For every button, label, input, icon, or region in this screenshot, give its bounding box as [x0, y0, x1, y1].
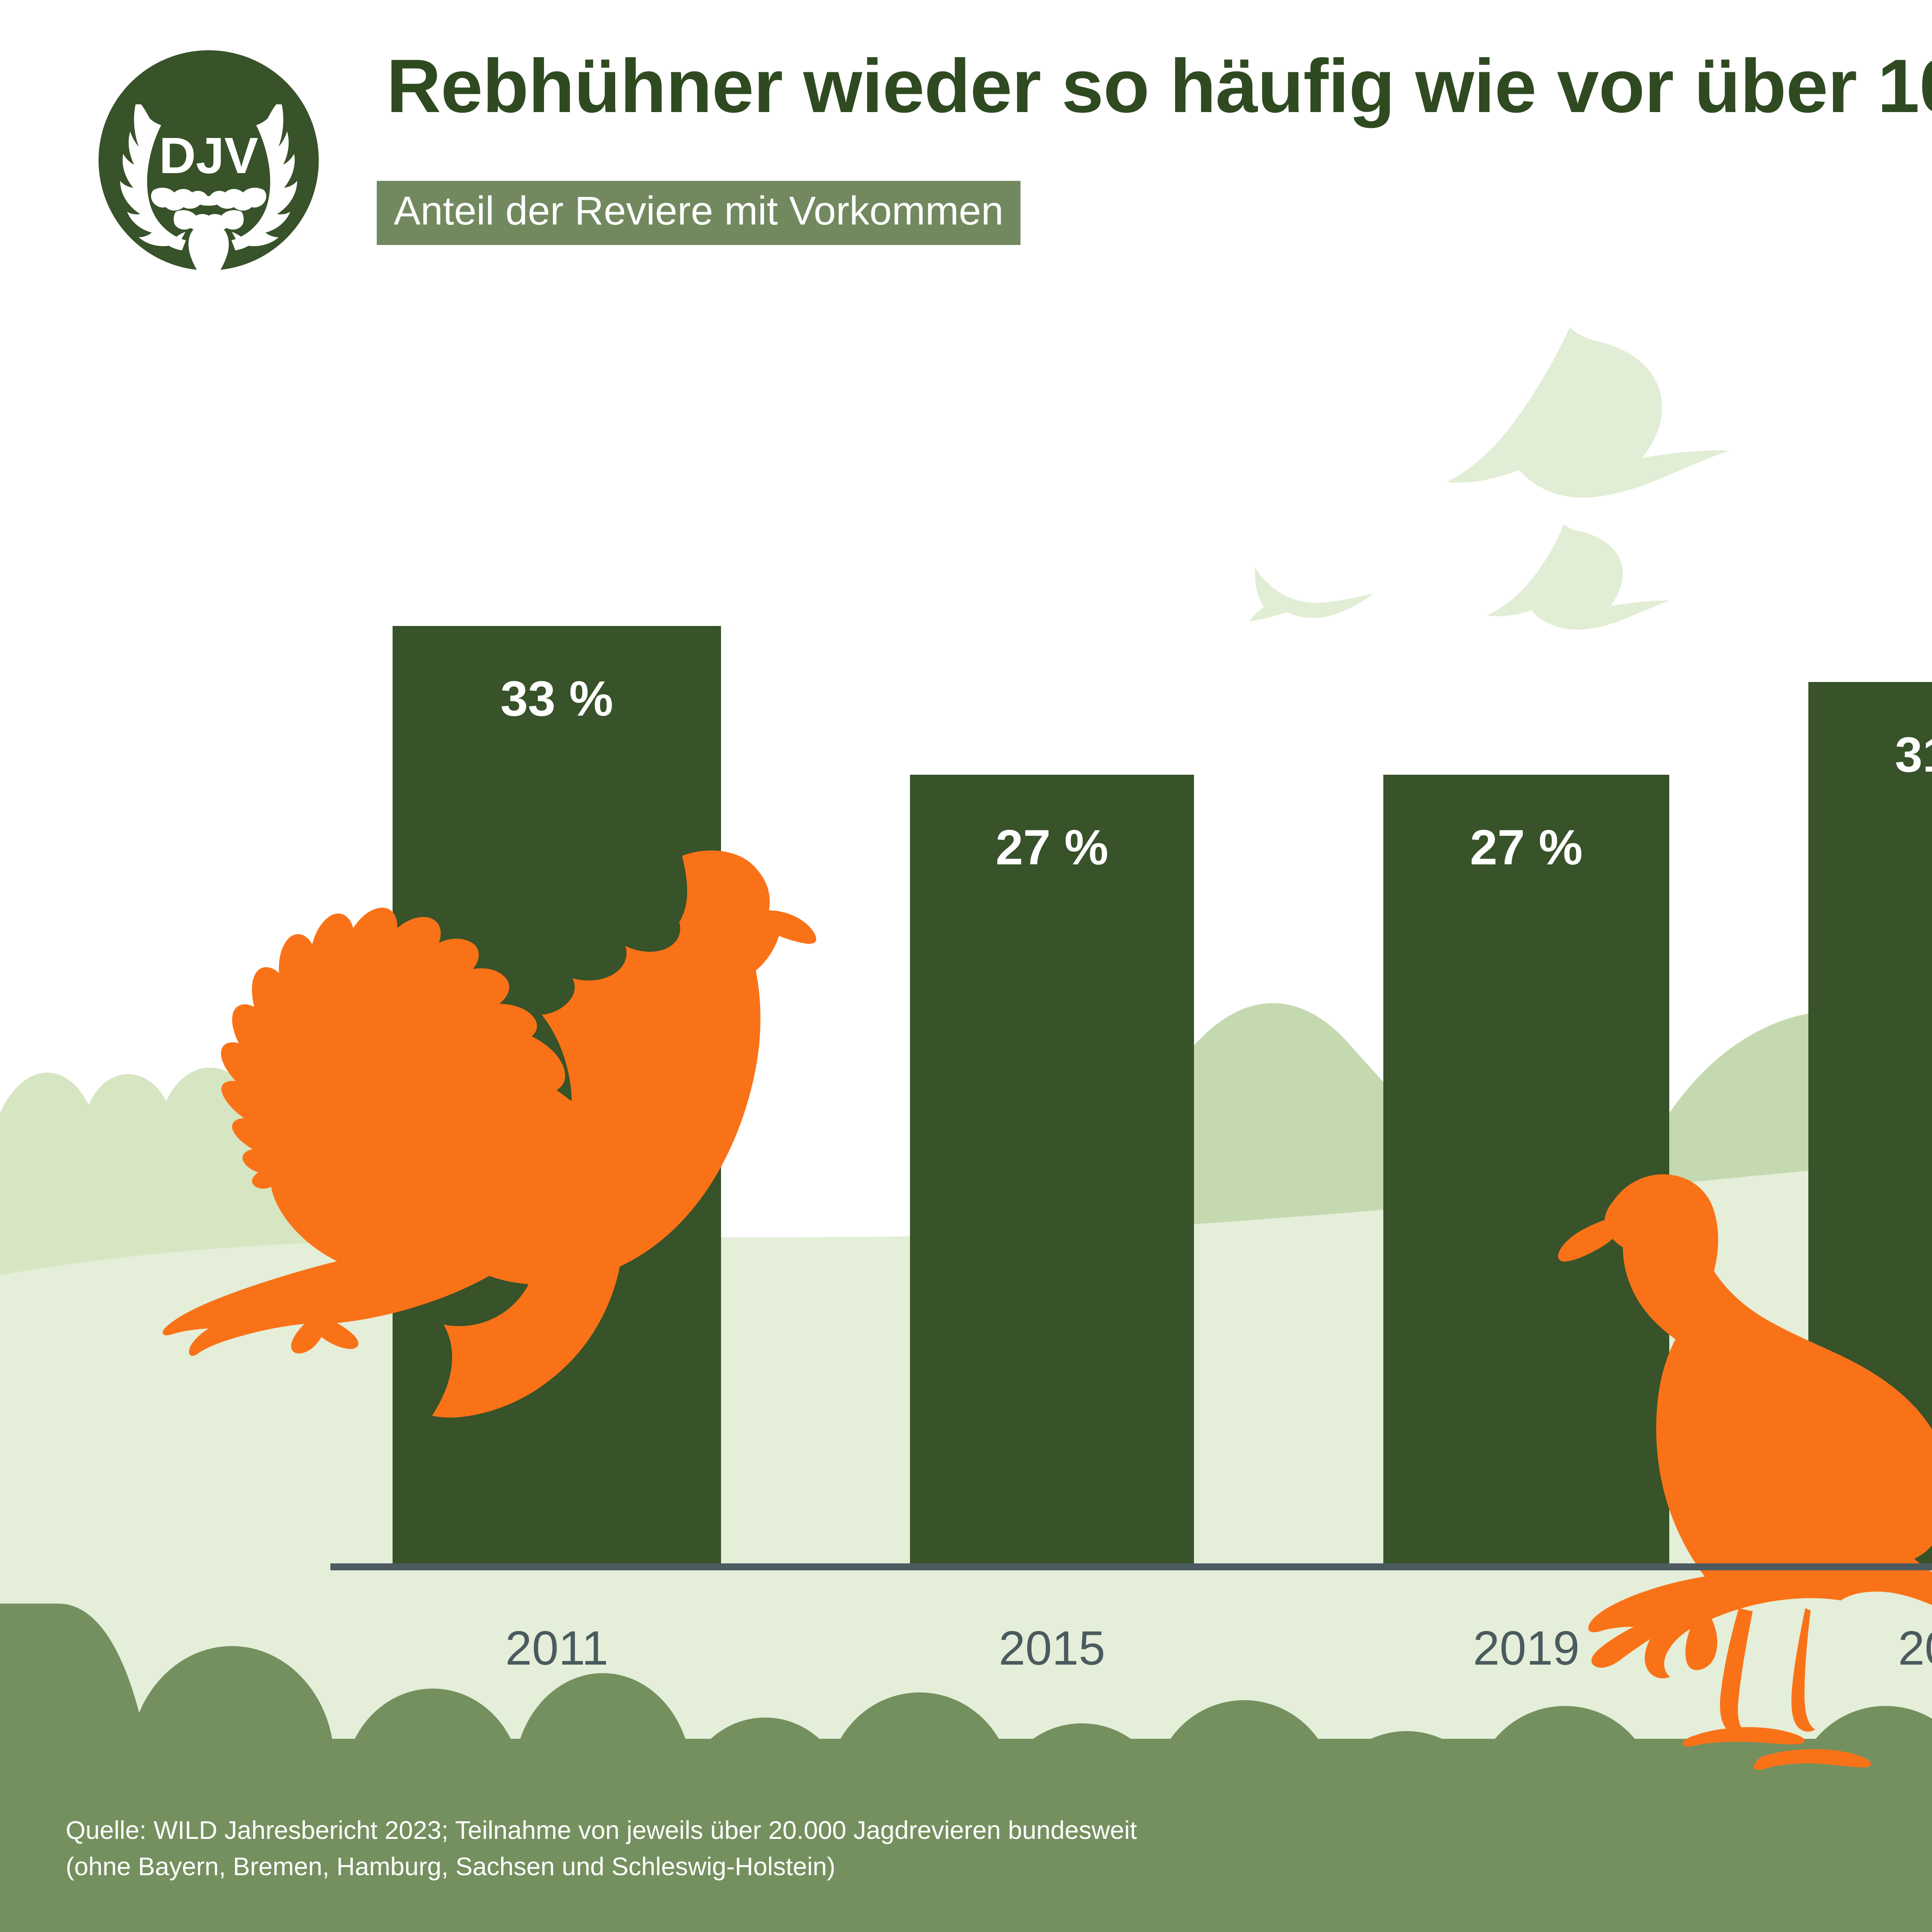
djv-logo-text: DJV [159, 127, 259, 184]
subtitle-text: Anteil der Reviere mit Vorkommen [394, 189, 1003, 233]
source-note-line2: (ohne Bayern, Bremen, Hamburg, Sachsen u… [66, 1852, 835, 1881]
stag-antlers-icon [120, 104, 297, 270]
source-note-line1: Quelle: WILD Jahresbericht 2023; Teilnah… [66, 1816, 1137, 1844]
x-tick-2011: 2011 [505, 1622, 609, 1675]
bar-value-2015: 27 % [995, 820, 1109, 875]
djv-logo: DJV [99, 50, 319, 270]
chart-baseline [330, 1563, 1932, 1570]
page-title: Rebhühner wieder so häufig wie vor über … [386, 44, 1932, 128]
x-tick-2015: 2015 [998, 1622, 1105, 1675]
bush-band-bottom [0, 1604, 1932, 1932]
bar-value-2023: 31 % [1895, 727, 1932, 782]
bar-value-2019: 27 % [1470, 820, 1583, 875]
source-note: Quelle: WILD Jahresbericht 2023; Teilnah… [66, 1812, 1379, 1884]
bar-2015 [910, 775, 1194, 1565]
bar-value-2011: 33 % [500, 671, 613, 726]
x-tick-2019: 2019 [1473, 1622, 1580, 1675]
bird-silhouette-icon [1250, 567, 1374, 622]
x-tick-2023: 2023 [1898, 1622, 1932, 1675]
bar-2019 [1383, 775, 1669, 1565]
bird-silhouette-icon [1446, 327, 1729, 498]
bird-silhouette-icon [1486, 524, 1670, 630]
subtitle-badge: Anteil der Reviere mit Vorkommen [377, 181, 1020, 245]
